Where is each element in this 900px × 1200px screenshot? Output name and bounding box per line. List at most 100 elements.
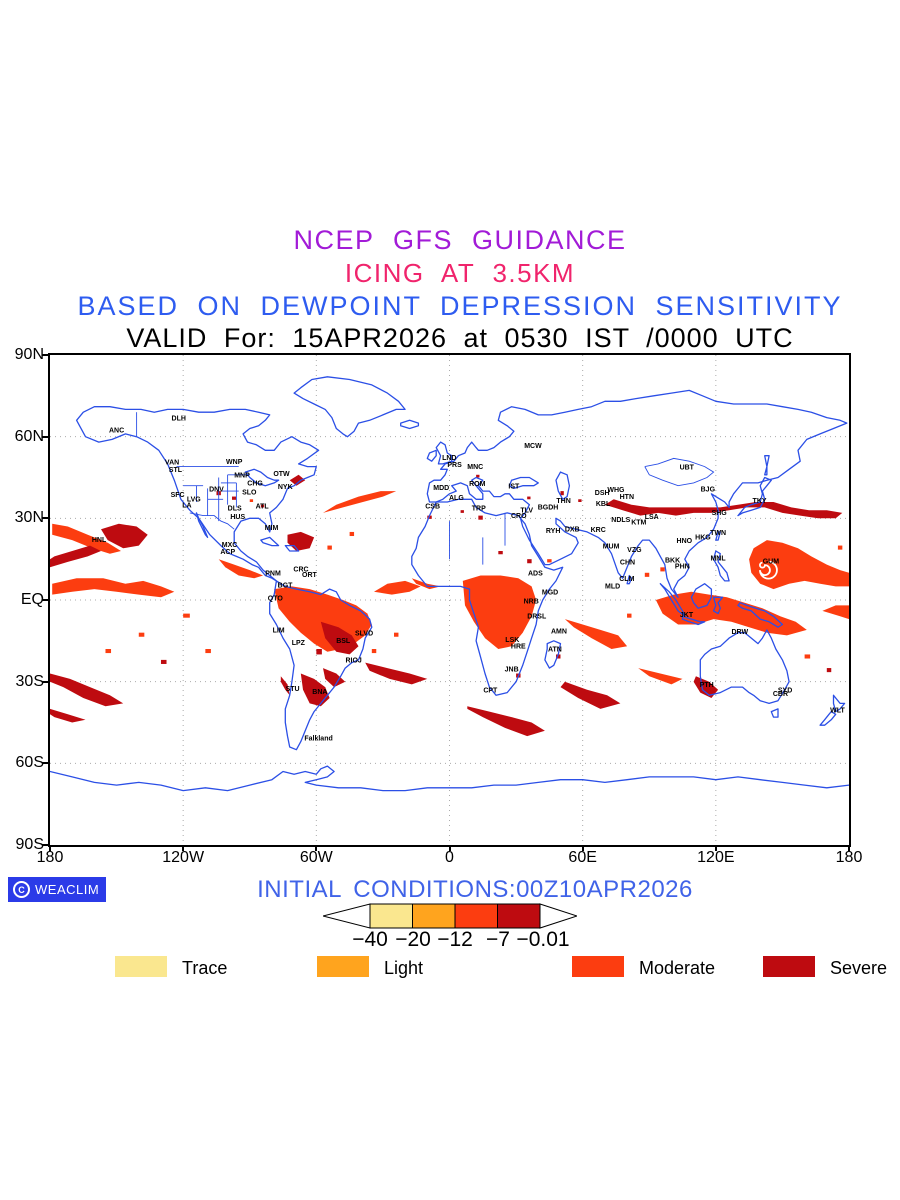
- station-label: IST: [508, 483, 520, 490]
- colorbar: [323, 903, 577, 929]
- station-label: BGDH: [538, 504, 559, 511]
- legend-label-moderate: Moderate: [639, 958, 716, 978]
- legend-swatch-light: [317, 956, 369, 977]
- colorbar-value: −12: [437, 928, 473, 951]
- icing-region-severe: [300, 673, 330, 707]
- icing-region-severe: [289, 474, 306, 486]
- station-label: MXC: [222, 542, 238, 549]
- icing-region-moderate: [274, 586, 372, 652]
- legend-label-light: Light: [384, 958, 424, 978]
- icing-speck: [105, 649, 112, 654]
- station-label: HUS: [230, 514, 245, 521]
- station-label: CHG: [247, 481, 263, 488]
- y-axis-tick: [42, 517, 48, 520]
- icing-speck: [547, 559, 552, 563]
- coastline: [544, 640, 562, 669]
- coastline: [244, 468, 280, 487]
- coastline: [260, 536, 280, 547]
- station-label: TKY: [753, 498, 767, 505]
- station-label: TLV: [520, 508, 533, 515]
- station-label: DNV: [209, 487, 224, 494]
- title-line-2: ICING AT 3.5KM: [344, 258, 576, 288]
- y-axis-label: EQ: [20, 591, 44, 608]
- station-label: CRC: [293, 566, 308, 573]
- icing-region-moderate: [564, 619, 628, 649]
- station-label: MGD: [542, 590, 558, 597]
- icing-speck: [249, 499, 254, 502]
- x-axis-label: 60W: [299, 849, 333, 866]
- station-label: CHN: [620, 559, 635, 566]
- x-axis-label: 180: [36, 849, 64, 866]
- icing-speck: [560, 491, 564, 496]
- title-line-3: BASED ON DEWPOINT DEPRESSION SENSITIVITY: [77, 291, 843, 321]
- station-label: VZG: [627, 547, 642, 554]
- coastline: [681, 615, 706, 626]
- x-axis-tick: [448, 845, 451, 851]
- icing-speck: [627, 613, 632, 618]
- station-label: MIM: [265, 525, 279, 532]
- x-axis-tick: [714, 845, 717, 851]
- colorbar-right-arrow: [539, 903, 577, 929]
- y-axis-label: 30N: [14, 509, 44, 527]
- station-label: HRE: [511, 643, 526, 650]
- station-label: CSB: [425, 504, 440, 511]
- station-label: LPZ: [292, 640, 306, 647]
- station-label: PNM: [265, 571, 281, 578]
- station-label: WLT: [830, 707, 845, 714]
- icing-region-severe: [693, 676, 719, 698]
- station-label: VAN: [165, 459, 179, 466]
- station-label: MNC: [467, 464, 483, 471]
- station-label: PTH: [700, 682, 714, 689]
- station-label: MUM: [603, 543, 620, 550]
- legend-label-severe: Severe: [830, 958, 888, 978]
- coastline: [49, 765, 850, 792]
- station-label: NYK: [278, 484, 293, 491]
- logo-text: WEACLIM: [35, 882, 100, 897]
- station-label: LSK: [505, 637, 519, 644]
- icing-region-severe: [323, 668, 346, 688]
- station-label: KBL: [596, 501, 611, 508]
- icing-speck: [371, 649, 377, 654]
- x-axis-tick: [315, 845, 318, 851]
- station-label: GUM: [763, 558, 780, 565]
- x-axis-tick: [49, 845, 51, 851]
- station-label: CRO: [511, 513, 527, 520]
- icing-region-severe: [101, 523, 148, 549]
- legend-swatch-severe: [763, 956, 815, 977]
- station-label: STL: [169, 467, 183, 474]
- y-axis-tick: [42, 599, 48, 601]
- icing-region-severe: [280, 676, 290, 696]
- y-axis-tick: [42, 435, 48, 438]
- y-axis-tick: [42, 762, 48, 765]
- legend-swatch-moderate: [572, 956, 624, 977]
- station-label: HTN: [620, 494, 634, 501]
- station-label: SFC: [171, 492, 185, 499]
- coastline: [426, 389, 848, 598]
- station-label: MNL: [710, 555, 726, 562]
- typhoon-spiral: [759, 560, 778, 580]
- station-label: WNP: [226, 459, 243, 466]
- station-label: DXB: [565, 526, 580, 533]
- y-axis-tick: [42, 680, 48, 683]
- y-axis-label: 60N: [14, 427, 44, 445]
- station-label: NDLS: [611, 517, 630, 524]
- station-label: UBT: [680, 465, 695, 472]
- station-label: THN: [556, 498, 570, 505]
- coastline: [690, 583, 713, 609]
- icing-region-moderate: [638, 668, 683, 685]
- station-label: SHG: [712, 510, 728, 517]
- icing-region-severe: [50, 673, 124, 707]
- y-axis-label: 30S: [15, 672, 44, 690]
- coastline: [832, 694, 846, 713]
- icing-speck: [644, 572, 650, 577]
- border-line: [644, 457, 715, 487]
- station-label: ALG: [449, 495, 464, 502]
- coastline: [195, 512, 209, 539]
- station-label: TRP: [472, 505, 486, 512]
- icing-speck: [183, 613, 190, 618]
- coastline: [764, 455, 770, 476]
- icing-region-severe: [50, 708, 86, 723]
- y-axis-label: 90N: [14, 346, 44, 363]
- coastline: [737, 476, 772, 517]
- x-axis-label: 60E: [568, 849, 597, 866]
